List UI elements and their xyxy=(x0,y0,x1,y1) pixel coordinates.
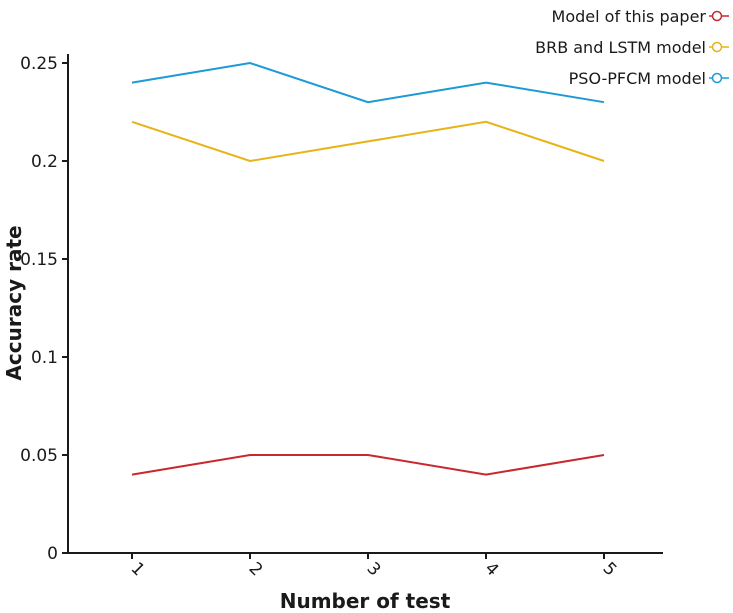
y-tick-label: 0.1 xyxy=(31,348,58,368)
y-tick-label: 0.05 xyxy=(20,446,58,466)
legend-circle-marker xyxy=(711,10,723,22)
axes xyxy=(67,54,663,554)
x-tick-label: 3 xyxy=(363,559,385,581)
series-line-1 xyxy=(131,454,605,476)
legend-label: PSO-PFCM model xyxy=(569,69,706,88)
legend-circle-marker xyxy=(711,72,723,84)
y-tick-label: 0.15 xyxy=(20,250,58,270)
series-line-3 xyxy=(131,61,605,104)
y-ticks: 0 0.05 0.1 0.15 0.2 0.25 xyxy=(20,54,68,564)
x-tick-label: 5 xyxy=(599,559,621,581)
x-axis-title: Number of test xyxy=(280,589,451,613)
legend-label: BRB and LSTM model xyxy=(535,38,706,57)
legend-circle-marker xyxy=(711,41,723,53)
series-line-2 xyxy=(131,120,605,163)
y-tick-label: 0 xyxy=(47,544,58,564)
y-tick-label: 0.2 xyxy=(31,152,58,172)
legend-item: BRB and LSTM model xyxy=(535,38,729,57)
x-ticks: 1 2 3 4 5 xyxy=(127,553,621,581)
legend-item: PSO-PFCM model xyxy=(569,69,729,88)
x-tick-label: 1 xyxy=(127,559,149,581)
y-tick-label: 0.25 xyxy=(20,54,58,74)
x-tick-label: 4 xyxy=(481,559,503,581)
series-layer xyxy=(131,61,605,476)
x-tick-label: 2 xyxy=(245,559,267,581)
legend-label: Model of this paper xyxy=(552,7,707,26)
y-axis-title: Accuracy rate xyxy=(2,225,26,380)
legend: Model of this paper BRB and LSTM model PSO… xyxy=(535,7,729,88)
legend-item: Model of this paper xyxy=(552,7,729,26)
